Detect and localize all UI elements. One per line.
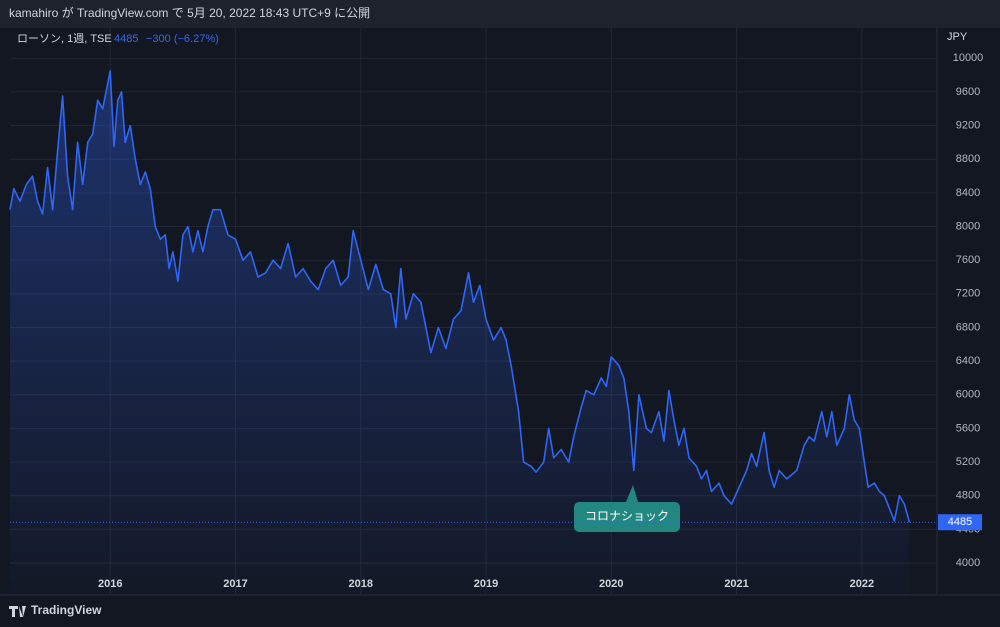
y-tick-label: 8800	[956, 153, 980, 165]
y-tick-label: 7600	[956, 254, 980, 266]
y-tick-label: 5600	[956, 422, 980, 434]
last-price-label: 4485	[948, 516, 972, 528]
y-unit: JPY	[947, 31, 968, 43]
last-value: 4485	[114, 33, 138, 45]
y-tick-label: 9600	[956, 86, 980, 98]
x-tick-label: 2018	[349, 578, 373, 590]
y-tick-label: 5200	[956, 456, 980, 468]
x-tick-label: 2022	[850, 578, 874, 590]
y-tick-label: 4000	[956, 557, 980, 569]
y-tick-label: 6400	[956, 355, 980, 367]
y-tick-label: 10000	[953, 52, 984, 64]
header: kamahiro が TradingView.com で 5月 20, 2022…	[9, 5, 370, 20]
annotation-box	[574, 502, 680, 532]
y-tick-label: 4800	[956, 490, 980, 502]
x-tick-label: 2021	[724, 578, 748, 590]
y-tick-label: 8400	[956, 187, 980, 199]
symbol-legend: ローソン, 1週, TSE	[17, 32, 112, 45]
header-bar	[0, 0, 1000, 28]
x-tick-label: 2017	[223, 578, 247, 590]
y-tick-label: 9200	[956, 119, 980, 131]
annotation-pointer	[626, 485, 638, 502]
x-tick-label: 2019	[474, 578, 498, 590]
footer: TradingView	[31, 603, 102, 617]
y-tick-label: 6000	[956, 389, 980, 401]
y-tick-label: 8000	[956, 220, 980, 232]
logo	[9, 606, 26, 617]
change-label: −300 (−6.27%)	[146, 33, 219, 45]
price-line	[9, 70, 911, 523]
area	[10, 70, 910, 595]
annotation: コロナショック	[585, 509, 669, 523]
x-tick-label: 2020	[599, 578, 623, 590]
last-price-tag	[938, 514, 982, 531]
x-tick-label: 2016	[98, 578, 122, 590]
y-tick-label: 6800	[956, 321, 980, 333]
y-tick-label: 7200	[956, 288, 980, 300]
